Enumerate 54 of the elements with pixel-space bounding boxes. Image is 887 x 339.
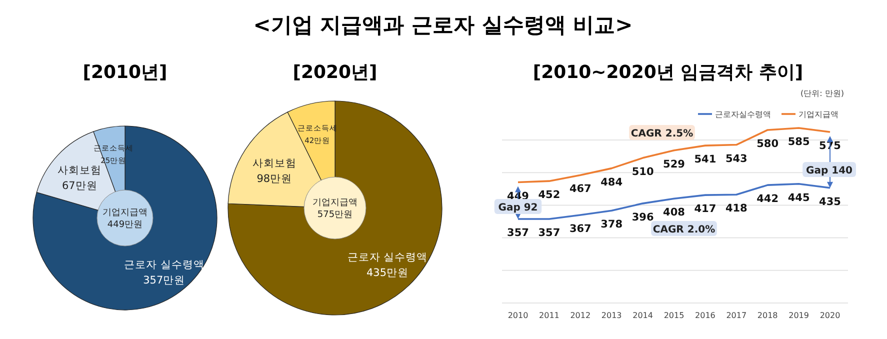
annotation: Gap 92: [498, 202, 538, 214]
data-label: 484: [600, 176, 623, 188]
x-tick-label: 2016: [695, 311, 716, 320]
x-tick-label: 2013: [601, 311, 622, 320]
data-label: 580: [756, 138, 779, 150]
x-tick-label: 2019: [788, 311, 809, 320]
x-tick-label: 2015: [664, 311, 684, 320]
data-label: 442: [756, 193, 779, 206]
data-label: 417: [694, 203, 716, 216]
x-tick-label: 2018: [757, 311, 778, 320]
data-label: 357: [507, 227, 529, 239]
text: CAGR 2.0%: [652, 224, 716, 236]
data-label: 543: [725, 152, 748, 165]
data-label: 541: [694, 154, 716, 166]
slice-label: 사회보험: [58, 164, 102, 177]
data-label: 585: [788, 136, 810, 148]
data-label: 357: [538, 227, 560, 239]
data-label: 367: [569, 223, 592, 236]
data-label: 396: [632, 211, 654, 224]
data-label: 467: [569, 183, 592, 196]
data-label: 445: [788, 192, 810, 204]
x-tick-label: 2012: [570, 311, 591, 320]
data-label: 435만원: [366, 267, 409, 280]
data-label: 408: [663, 206, 685, 219]
x-tick-label: 2020: [820, 311, 840, 320]
pie-slice: [32, 126, 218, 310]
data-label: 98만원: [256, 173, 292, 186]
data-label: 378: [600, 218, 623, 231]
x-tick-label: 2017: [726, 311, 747, 320]
text: 기업지급액 449만원: [102, 208, 148, 230]
legend-label: 기업지급액: [798, 110, 838, 119]
x-tick-label: 2011: [539, 311, 560, 320]
data-label: 529: [663, 158, 685, 170]
x-tick-label: 2010: [508, 311, 528, 320]
slice-label: 사회보험: [252, 158, 296, 170]
text: (단위: 만원): [800, 89, 844, 98]
chart-title: [2010년]: [82, 62, 168, 83]
data-label: 418: [725, 202, 748, 215]
text: 기업지급액 575만원: [312, 198, 358, 220]
data-label: 435: [819, 196, 841, 208]
x-tick-label: 2014: [632, 311, 653, 320]
data-label: 357만원: [143, 274, 186, 287]
data-label: 67만원: [62, 180, 98, 192]
chart-title: [2010~2020년 임금격차 추이]: [532, 62, 804, 83]
pie-slice: [228, 100, 442, 316]
data-label: 452: [538, 189, 560, 202]
text: <기업 지급액과 근로자 실수령액 비교>: [253, 13, 633, 37]
slice-label: 근로자 실수령액: [124, 259, 204, 272]
data-label: 510: [632, 166, 654, 178]
annotation: Gap 140: [806, 166, 853, 176]
legend-label: 근로자실수령액: [715, 110, 771, 119]
slice-label: 근로자 실수령액: [347, 252, 428, 264]
chart-title: [2020년]: [292, 62, 378, 83]
annotation: CAGR 2.5%: [630, 128, 694, 140]
